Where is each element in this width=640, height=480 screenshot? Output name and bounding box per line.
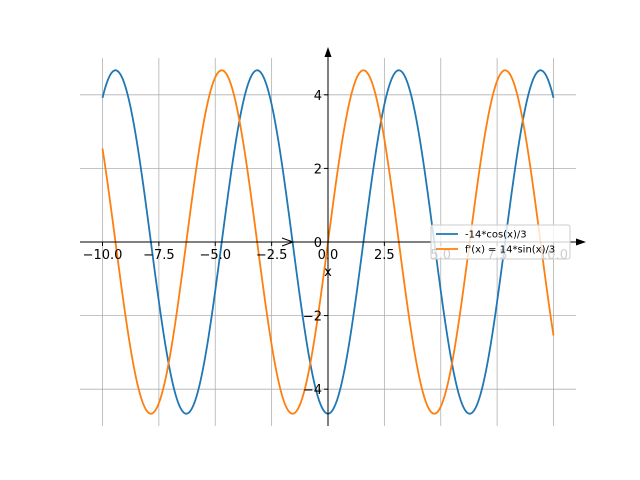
y-tick-label-3: 2 <box>314 162 322 177</box>
x-tick-label-4: 0.0 <box>318 248 339 263</box>
legend-label-derivative-sin: f'(x) = 14*sin(x)/3 <box>465 245 555 256</box>
y-tick-label-4: 4 <box>314 89 322 104</box>
x-tick-label-3: −2.5 <box>256 248 288 263</box>
x-tick-label-2: −5.0 <box>199 248 231 263</box>
x-axis-chevron-icon <box>281 237 295 247</box>
x-tick-label-5: 2.5 <box>374 248 395 263</box>
x-axis-arrow-icon <box>576 238 586 246</box>
x-tick-label-1: −7.5 <box>143 248 175 263</box>
y-axis-arrow-icon <box>324 47 332 57</box>
y-tick-label-2: 0 <box>314 236 322 251</box>
legend-label-neg-cos: -14*cos(x)/3 <box>465 230 527 241</box>
legend: -14*cos(x)/3 f'(x) = 14*sin(x)/3 <box>430 224 571 260</box>
y-tick-label-1: −2 <box>303 310 322 325</box>
x-tick-label-0: −10.0 <box>83 248 123 263</box>
legend-box <box>430 224 571 260</box>
x-axis-label: x <box>324 265 332 280</box>
y-tick-label-0: −4 <box>303 383 322 398</box>
